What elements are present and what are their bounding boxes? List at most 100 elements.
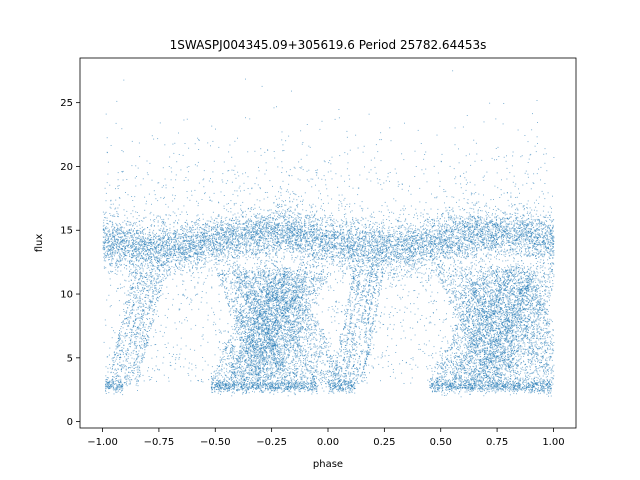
data-point [486, 215, 487, 216]
data-point [336, 252, 337, 253]
data-point [448, 224, 449, 225]
data-point [442, 247, 443, 248]
data-point [544, 248, 545, 249]
data-point [439, 223, 440, 224]
data-point [543, 246, 544, 247]
data-point [165, 244, 166, 245]
data-point [204, 262, 205, 263]
data-point [147, 239, 148, 240]
data-point [241, 210, 242, 211]
data-point [431, 209, 432, 210]
data-point [499, 247, 500, 248]
data-point [245, 232, 246, 233]
data-point [432, 239, 433, 240]
data-point [388, 237, 389, 238]
data-point [543, 266, 544, 267]
data-point [351, 245, 352, 246]
data-point [169, 262, 170, 263]
data-point [223, 242, 224, 243]
data-point [104, 245, 105, 246]
data-point [309, 243, 310, 244]
data-point [440, 242, 441, 243]
data-point [317, 223, 318, 224]
data-point [342, 260, 343, 261]
data-point [198, 263, 199, 264]
data-point [394, 260, 395, 261]
data-point [515, 248, 516, 249]
data-point [340, 268, 341, 269]
data-point [476, 265, 477, 266]
data-point [237, 258, 238, 259]
data-point [278, 242, 279, 243]
data-point [435, 230, 436, 231]
data-point [437, 216, 438, 217]
data-point [496, 216, 497, 217]
data-point [144, 228, 145, 229]
data-point [503, 226, 504, 227]
data-point [339, 255, 340, 256]
data-point [332, 231, 333, 232]
data-point [459, 200, 460, 201]
data-point [211, 217, 212, 218]
data-point [346, 246, 347, 247]
data-point [259, 214, 260, 215]
data-point [447, 258, 448, 259]
data-point [321, 249, 322, 250]
data-point [275, 230, 276, 231]
data-point [304, 219, 305, 220]
data-point [549, 227, 550, 228]
data-point [199, 227, 200, 228]
data-point [156, 251, 157, 252]
data-point [162, 230, 163, 231]
data-point [168, 236, 169, 237]
data-point [194, 222, 195, 223]
data-point [473, 242, 474, 243]
data-point [283, 227, 284, 228]
data-point [454, 215, 455, 216]
data-point [547, 217, 548, 218]
data-point [153, 255, 154, 256]
data-point [515, 213, 516, 214]
data-point [462, 250, 463, 251]
data-point [362, 237, 363, 238]
data-point [401, 254, 402, 255]
data-point [446, 221, 447, 222]
data-point [307, 264, 308, 265]
data-point [518, 253, 519, 254]
data-point [265, 238, 266, 239]
data-point [451, 252, 452, 253]
data-point [304, 249, 305, 250]
data-point [247, 229, 248, 230]
data-point [124, 235, 125, 236]
data-point [248, 227, 249, 228]
data-point [459, 223, 460, 224]
data-point [380, 243, 381, 244]
data-point [419, 261, 420, 262]
data-point [381, 261, 382, 262]
data-point [483, 232, 484, 233]
data-point [179, 263, 180, 264]
data-point [525, 254, 526, 255]
data-point [548, 269, 549, 270]
data-point [528, 238, 529, 239]
data-point [545, 237, 546, 238]
data-point [208, 231, 209, 232]
data-point [526, 207, 527, 208]
data-point [272, 225, 273, 226]
data-point [471, 216, 472, 217]
data-point [181, 247, 182, 248]
data-point [314, 240, 315, 241]
data-point [453, 217, 454, 218]
data-point [233, 220, 234, 221]
data-point [475, 223, 476, 224]
data-point [244, 236, 245, 237]
data-point [114, 216, 115, 217]
data-point [187, 214, 188, 215]
data-point [544, 252, 545, 253]
data-point [214, 248, 215, 249]
data-point [239, 226, 240, 227]
data-point [531, 224, 532, 225]
data-point [308, 228, 309, 229]
data-point [456, 221, 457, 222]
data-point [342, 242, 343, 243]
